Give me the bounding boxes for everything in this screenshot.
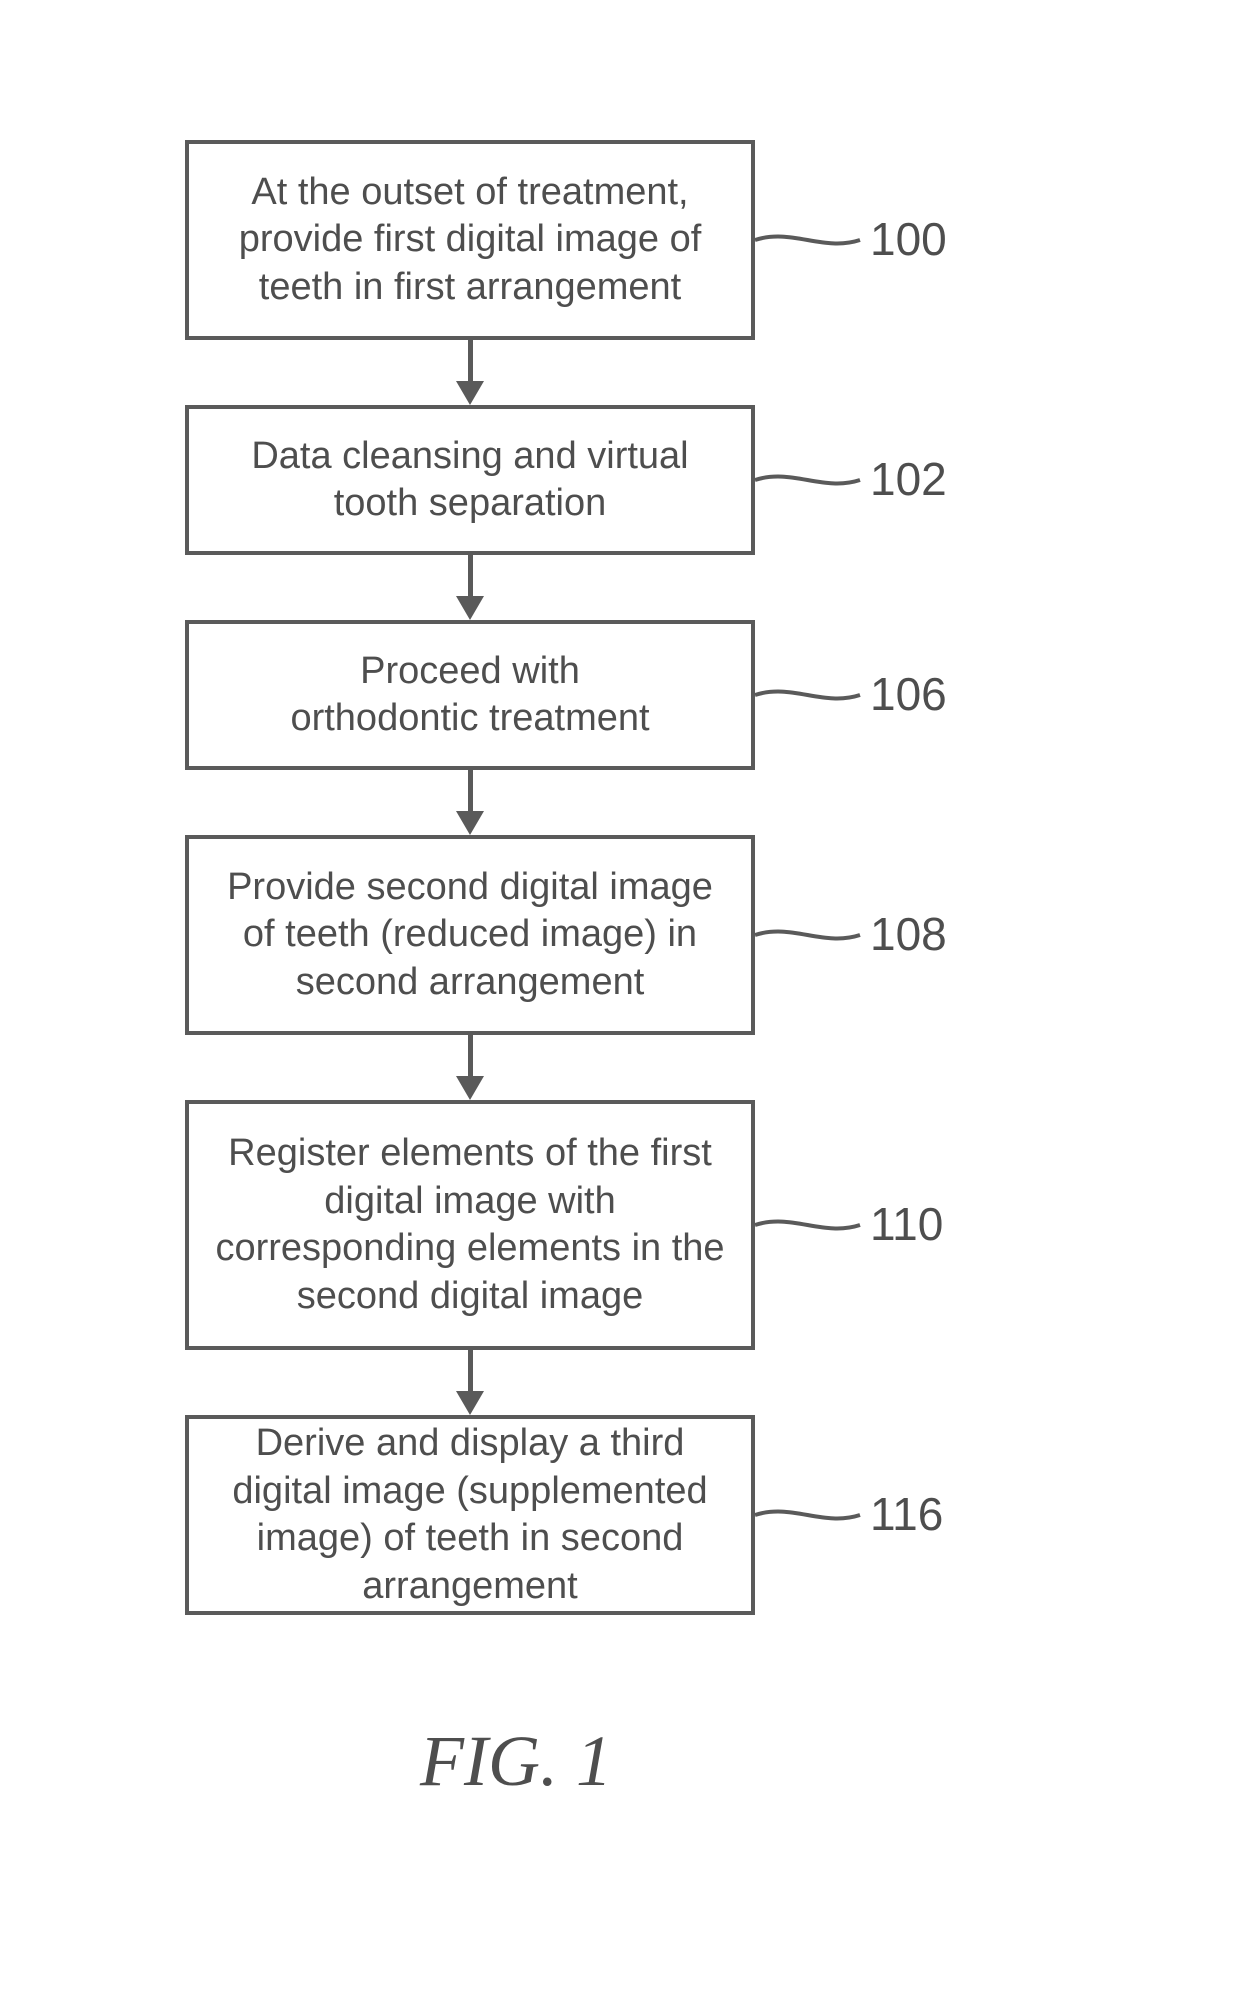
reference-connector xyxy=(745,1215,870,1265)
reference-connector xyxy=(745,685,870,735)
flow-node-text: At the outset of treatment, provide firs… xyxy=(209,169,731,312)
flow-node-n2: Data cleansing and virtual tooth separat… xyxy=(185,405,755,555)
flow-connector xyxy=(468,1035,473,1076)
reference-number: 110 xyxy=(870,1197,943,1251)
flow-connector xyxy=(468,555,473,596)
reference-number: 108 xyxy=(870,907,947,961)
reference-number: 116 xyxy=(870,1487,943,1541)
flowchart-canvas: FIG. 1 At the outset of treatment, provi… xyxy=(0,0,1240,2002)
flow-connector xyxy=(468,340,473,381)
reference-connector xyxy=(745,925,870,975)
flow-node-n6: Derive and display a third digital image… xyxy=(185,1415,755,1615)
flow-node-n5: Register elements of the first digital i… xyxy=(185,1100,755,1350)
flow-connector xyxy=(468,770,473,811)
flow-node-n4: Provide second digital image of teeth (r… xyxy=(185,835,755,1035)
figure-caption: FIG. 1 xyxy=(420,1720,612,1803)
reference-connector xyxy=(745,470,870,520)
arrowhead-down-icon xyxy=(456,596,484,620)
arrowhead-down-icon xyxy=(456,811,484,835)
flow-node-text: Data cleansing and virtual tooth separat… xyxy=(209,433,731,528)
flow-node-text: Derive and display a third digital image… xyxy=(209,1420,731,1610)
reference-connector xyxy=(745,230,870,280)
flow-node-text: Provide second digital image of teeth (r… xyxy=(209,864,731,1007)
reference-number: 106 xyxy=(870,667,947,721)
flow-node-n1: At the outset of treatment, provide firs… xyxy=(185,140,755,340)
reference-number: 100 xyxy=(870,212,947,266)
arrowhead-down-icon xyxy=(456,1391,484,1415)
reference-connector xyxy=(745,1505,870,1555)
arrowhead-down-icon xyxy=(456,381,484,405)
reference-number: 102 xyxy=(870,452,947,506)
flow-node-text: Proceed withorthodontic treatment xyxy=(290,648,649,743)
flow-node-n3: Proceed withorthodontic treatment xyxy=(185,620,755,770)
flow-connector xyxy=(468,1350,473,1391)
flow-node-text: Register elements of the first digital i… xyxy=(209,1130,731,1320)
arrowhead-down-icon xyxy=(456,1076,484,1100)
